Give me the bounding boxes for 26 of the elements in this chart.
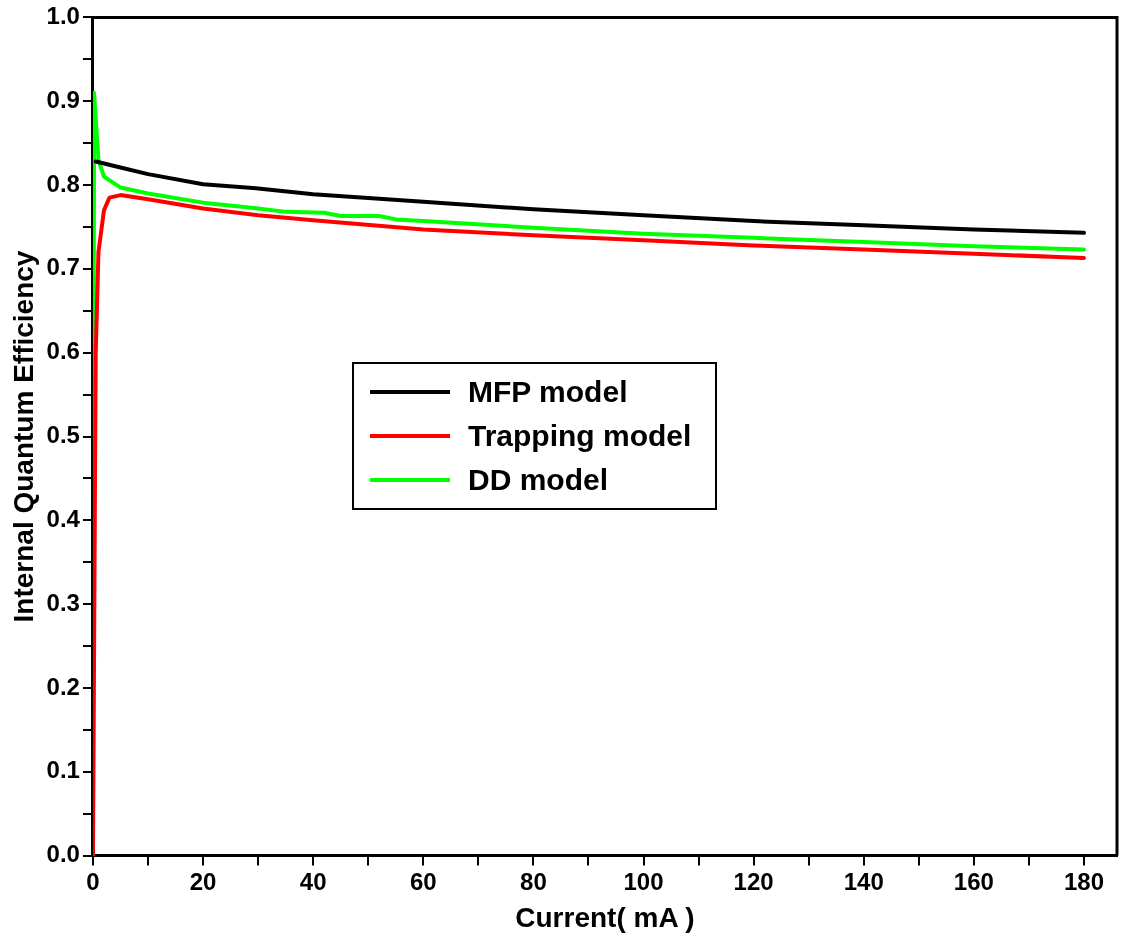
y-tick-label: 1.0: [46, 2, 80, 30]
y-tick-label: 0.0: [46, 840, 80, 868]
x-tick-label: 20: [189, 867, 217, 895]
legend-label: MFP model: [468, 375, 628, 409]
x-tick-label: 100: [623, 867, 664, 895]
y-axis-title: Internal Quantum Efficiency: [7, 250, 39, 623]
y-tick-label: 0.5: [46, 421, 80, 449]
x-tick-label: 160: [953, 867, 994, 895]
legend-label: DD model: [468, 463, 609, 497]
x-tick-label: 140: [843, 867, 884, 895]
x-tick-label: 0: [86, 867, 100, 895]
x-axis-title: Current( mA ): [515, 901, 695, 933]
x-tick-label: 180: [1063, 867, 1104, 895]
y-tick-label: 0.1: [46, 756, 80, 784]
legend-label: Trapping model: [468, 419, 692, 453]
x-tick-label: 120: [733, 867, 774, 895]
y-tick-label: 0.4: [46, 504, 81, 532]
y-tick-label: 0.6: [46, 337, 80, 365]
y-tick-label: 0.3: [46, 588, 80, 616]
x-tick-label: 80: [520, 867, 547, 895]
x-tick-label: 60: [409, 867, 437, 895]
y-tick-label: 0.9: [46, 85, 80, 113]
y-tick-label: 0.2: [46, 672, 80, 700]
y-tick-label: 0.7: [46, 253, 80, 281]
y-tick-label: 0.8: [46, 169, 80, 197]
x-tick-label: 40: [299, 867, 327, 895]
